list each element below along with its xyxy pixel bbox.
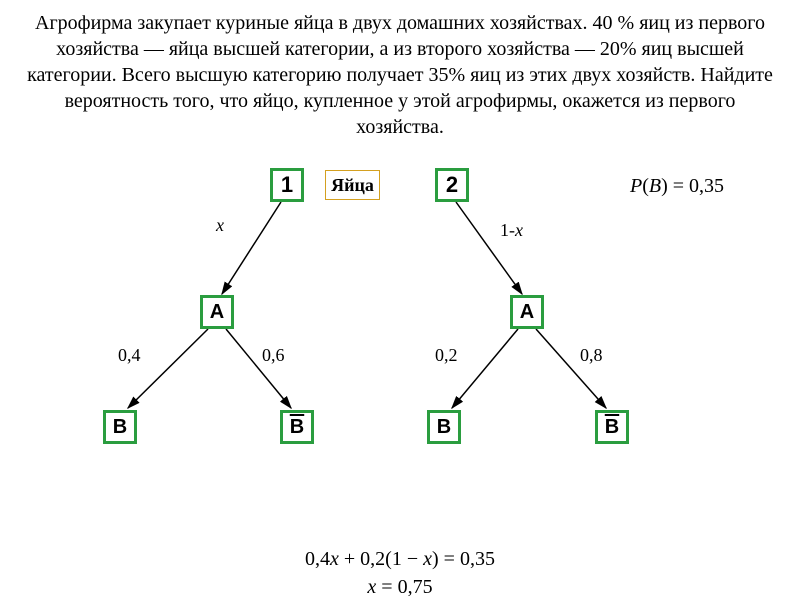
tree-root-label: Яйца [325,170,380,200]
node-farm-1: 1 [270,168,304,202]
node-B-left: B [103,410,137,444]
node-A1-label: A [210,301,224,324]
edge-label-x: x [216,215,224,236]
node-A-left: A [200,295,234,329]
node-B-right: B [427,410,461,444]
problem-text: Агрофирма закупает куриные яйца в двух д… [27,12,773,138]
edge-08-text: 0,8 [580,345,603,365]
root-label-text: Яйца [331,175,374,196]
node-A2-label: A [520,301,534,324]
edge-x-text: x [216,215,224,235]
node-1-label: 1 [281,172,293,198]
edge-label-04: 0,4 [118,345,141,366]
probability-b-formula: P(B) = 0,35 [630,175,724,198]
node-B2-label: B [437,416,451,439]
probability-tree-diagram: Яйца 1 2 A A B B B B x 1-x 0,4 0,6 0,2 0… [0,140,800,560]
edge-02-text: 0,2 [435,345,458,365]
edge-label-06: 0,6 [262,345,285,366]
node-A-right: A [510,295,544,329]
node-Bbar-right: B [595,410,629,444]
edge-04-text: 0,4 [118,345,141,365]
problem-statement: Агрофирма закупает куриные яйца в двух д… [0,0,800,140]
node-Bbar-left: B [280,410,314,444]
node-Bb2-label: B [605,416,619,439]
edge-label-1minusx: 1-x [500,220,523,241]
edge-label-02: 0,2 [435,345,458,366]
node-2-label: 2 [446,172,458,198]
edge-06-text: 0,6 [262,345,285,365]
node-B1-label: B [113,416,127,439]
edge-label-08: 0,8 [580,345,603,366]
equation-line-2: x = 0,75 [0,573,800,601]
node-farm-2: 2 [435,168,469,202]
node-Bb1-label: B [290,416,304,439]
